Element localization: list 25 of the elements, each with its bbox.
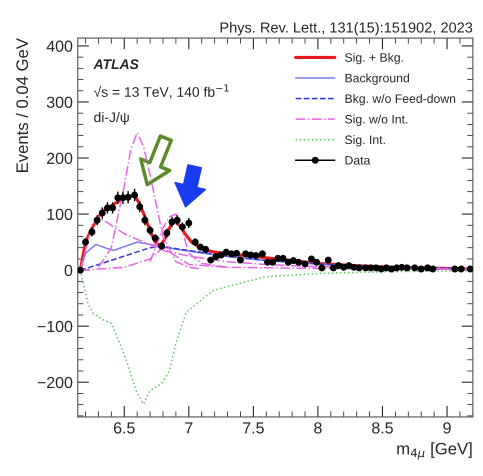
x-tick-label: 7.5 — [243, 422, 264, 434]
chart-title: Phys. Rev. Lett., 131(15):151902, 2023 — [220, 22, 472, 36]
legend-label: Bkg. w/o Feed-down — [346, 94, 456, 106]
y-tick-label: −200 — [38, 376, 72, 388]
annotation: ATLAS — [93, 59, 139, 70]
annotation: √s = 13 TeV, 140 fb$^{−1}$ — [94, 84, 229, 99]
x-tick-label: 9 — [443, 422, 451, 434]
legend-label: Sig. + Bkg. — [345, 52, 403, 64]
y-tick-label: 400 — [46, 40, 72, 52]
legend-label: Sig. Int. — [345, 135, 385, 147]
x-tick-label: 7 — [185, 422, 192, 434]
x-tick-label: 8.5 — [372, 422, 393, 434]
y-tick-label: 100 — [47, 208, 72, 220]
y-tick-label: 0 — [64, 264, 72, 276]
x-tick-label: 8 — [314, 422, 322, 434]
y-axis-title: Events / 0.04 GeV — [16, 38, 28, 172]
legend-label: Sig. w/o Int. — [345, 114, 408, 126]
legend-label: Background — [346, 73, 409, 85]
legend-label: Data — [346, 156, 370, 165]
annotation: di-J/ψ — [94, 112, 129, 125]
x-axis-title: m$_{4μ}$ [GeV] — [397, 442, 472, 460]
y-tick-label: 200 — [47, 152, 72, 164]
y-tick-label: 300 — [46, 96, 72, 108]
x-tick-label: 6.5 — [114, 422, 135, 434]
y-tick-label: −100 — [38, 320, 72, 332]
